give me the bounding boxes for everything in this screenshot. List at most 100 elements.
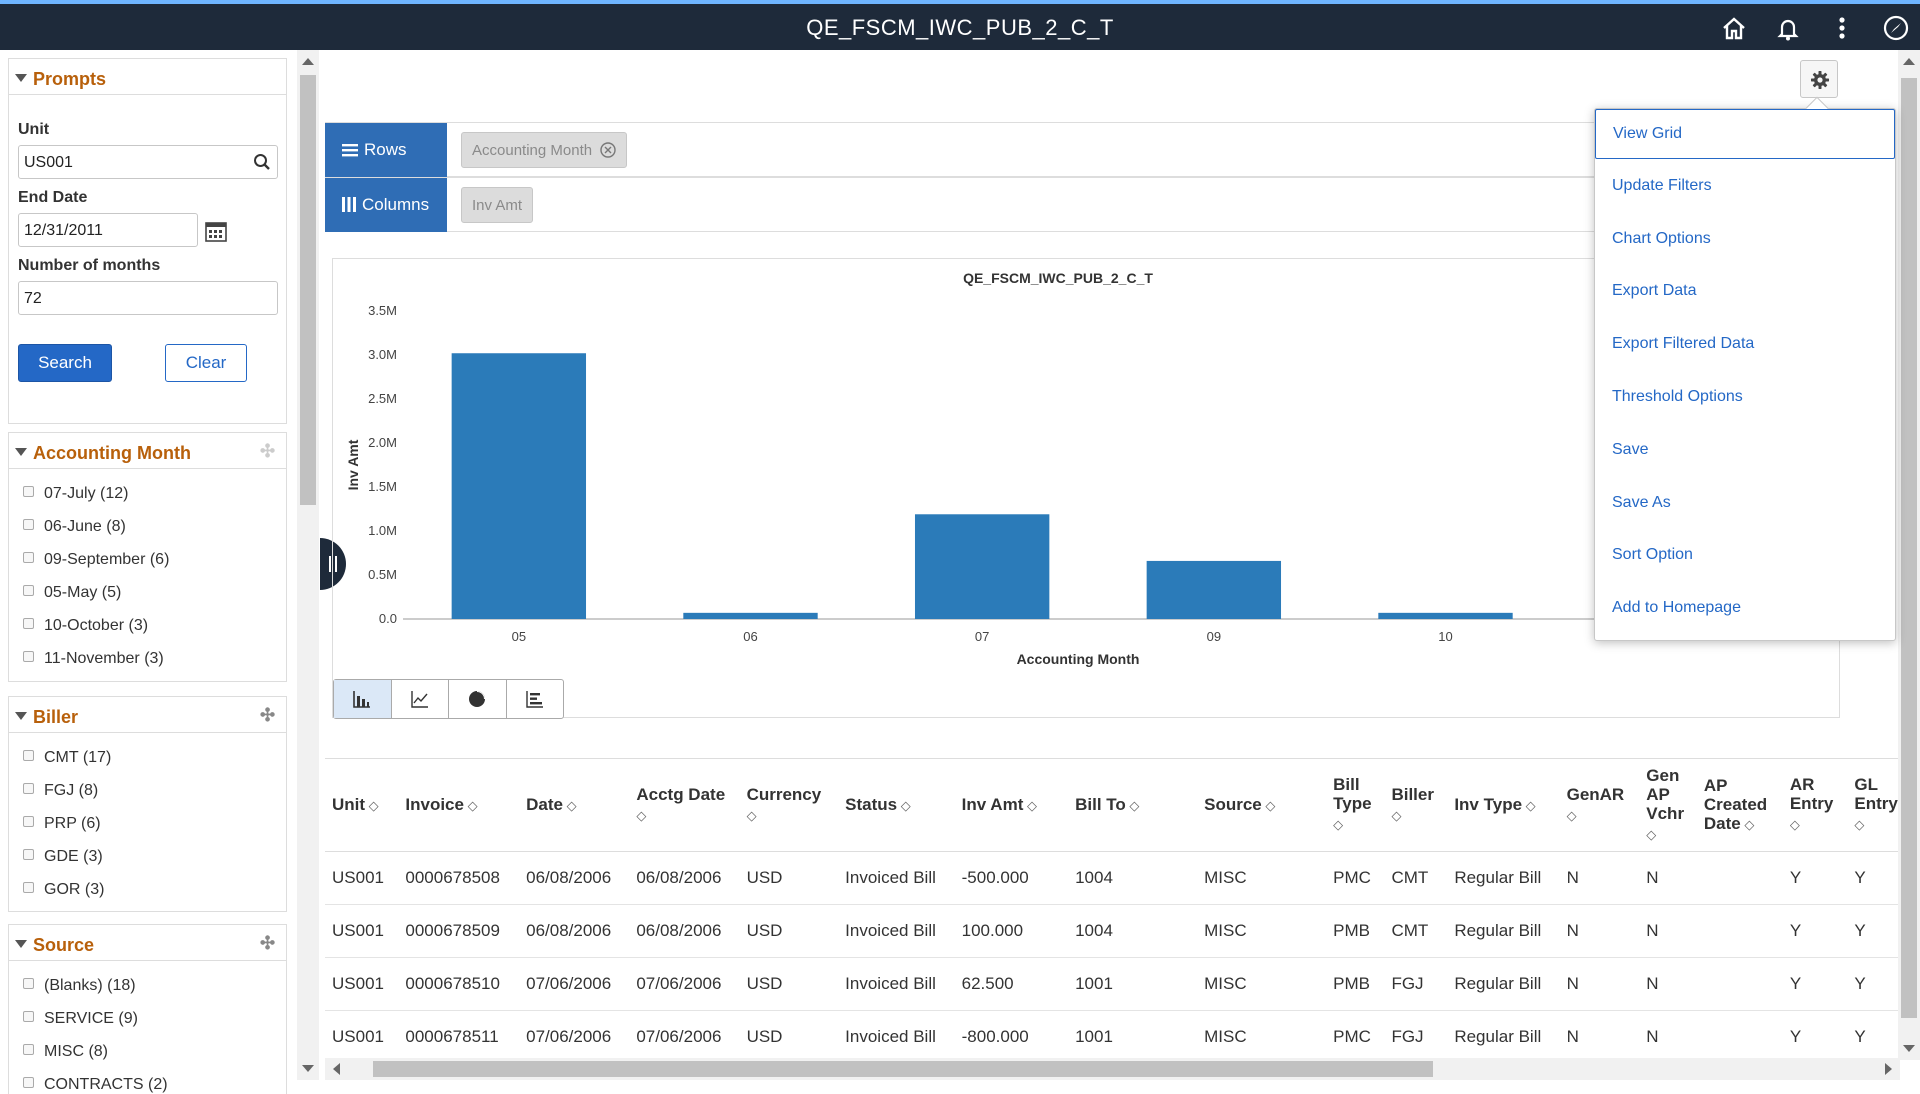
sort-icon[interactable]: ◇ [746,807,757,823]
menu-item-view-grid[interactable]: View Grid [1595,109,1895,159]
sort-icon[interactable]: ◇ [1522,797,1536,813]
facet-item[interactable]: 07-July (12) [23,485,128,503]
search-button[interactable]: Search [18,344,112,382]
scrollbar-thumb[interactable] [1901,78,1917,1018]
menu-item-update-filters[interactable]: Update Filters [1612,177,1712,194]
facet-item[interactable]: GDE (3) [23,848,103,866]
menu-item-save[interactable]: Save [1612,441,1649,458]
table-row[interactable]: US001 0000678508 06/08/2006 06/08/2006 USD In… [325,851,1900,905]
scrollbar-thumb[interactable] [373,1061,1433,1077]
scroll-down-arrow-icon[interactable] [302,1065,314,1072]
checkbox[interactable] [23,750,34,761]
sort-icon[interactable]: ◇ [365,797,379,813]
sort-icon[interactable]: ◇ [1023,797,1037,813]
checkbox[interactable] [23,618,34,629]
column-header[interactable]: GenAR ◇ [1559,759,1640,852]
remove-circle-x-icon[interactable] [600,142,616,162]
menu-item-save-as[interactable]: Save As [1612,494,1671,511]
facet-item[interactable]: SERVICE (9) [23,1010,138,1028]
notifications-bell-icon[interactable] [1774,14,1802,42]
column-header[interactable]: GL Entry ◇ [1847,759,1900,852]
sort-icon[interactable]: ◇ [1854,817,1865,833]
column-header[interactable]: Invoice ◇ [398,759,520,852]
facet-item[interactable]: 05-May (5) [23,584,121,602]
checkbox[interactable] [23,585,34,596]
facet-item[interactable]: PRP (6) [23,815,101,833]
facet-item[interactable]: CMT (17) [23,749,111,767]
facet-item[interactable]: (Blanks) (18) [23,977,136,995]
column-header[interactable]: Currency ◇ [739,759,839,852]
sort-icon[interactable]: ◇ [897,797,911,813]
menu-item-chart-options[interactable]: Chart Options [1612,230,1711,247]
checkbox[interactable] [23,849,34,860]
biller-header[interactable]: Biller ✣ [9,697,286,733]
table-row[interactable]: US001 0000678511 07/06/2006 07/06/2006 USD In… [325,1010,1900,1058]
pie-chart-type-button[interactable] [449,680,507,718]
column-header[interactable]: Bill Type ◇ [1326,759,1385,852]
menu-item-sort-option[interactable]: Sort Option [1612,546,1693,563]
column-header[interactable]: Source ◇ [1197,759,1327,852]
search-icon[interactable] [253,153,271,176]
more-actions-icon[interactable] [1828,14,1856,42]
collapse-triangle-icon[interactable] [15,712,27,720]
facet-item[interactable]: MISC (8) [23,1043,108,1061]
column-header[interactable]: AP Created Date ◇ [1696,759,1783,852]
facet-item[interactable]: 11-November (3) [23,650,164,668]
sort-icon[interactable]: ◇ [463,797,478,813]
navbar-compass-icon[interactable] [1882,14,1910,42]
sort-icon[interactable]: ◇ [1261,797,1276,813]
months-field[interactable]: 72 [18,281,278,315]
line-chart-type-button[interactable] [392,680,449,718]
column-header[interactable]: Status ◇ [838,759,955,852]
checkbox[interactable] [23,486,34,497]
checkbox[interactable] [23,1077,34,1088]
checkbox[interactable] [23,1011,34,1022]
drag-move-icon[interactable]: ✣ [260,441,276,461]
scroll-up-arrow-icon[interactable] [1903,58,1915,65]
column-header[interactable]: Bill To ◇ [1068,759,1198,852]
menu-item-export-data[interactable]: Export Data [1612,282,1697,299]
checkbox[interactable] [23,783,34,794]
sort-icon[interactable]: ◇ [562,797,577,813]
facet-item[interactable]: 10-October (3) [23,617,148,635]
collapse-triangle-icon[interactable] [15,940,27,948]
checkbox[interactable] [23,1044,34,1055]
checkbox[interactable] [23,882,34,893]
sort-icon[interactable]: ◇ [1740,816,1755,832]
column-header[interactable]: Inv Type ◇ [1447,759,1560,852]
sort-icon[interactable]: ◇ [1646,826,1657,842]
checkbox[interactable] [23,816,34,827]
facet-item[interactable]: 06-June (8) [23,518,126,536]
checkbox[interactable] [23,552,34,563]
checkbox[interactable] [23,978,34,989]
menu-item-export-filtered-data[interactable]: Export Filtered Data [1612,335,1755,352]
column-header[interactable]: Biller ◇ [1384,759,1448,852]
sort-icon[interactable]: ◇ [1391,807,1402,823]
drag-move-icon[interactable]: ✣ [260,705,276,725]
calendar-icon[interactable] [204,219,228,248]
column-header[interactable]: AR Entry ◇ [1782,759,1848,852]
inv-amt-chip[interactable]: Inv Amt [461,187,534,223]
chart-settings-button[interactable] [1800,60,1838,98]
scroll-left-arrow-icon[interactable] [333,1063,340,1075]
horizontal-bar-chart-type-button[interactable] [507,680,564,718]
column-header[interactable]: Acctg Date ◇ [629,759,740,852]
facet-item[interactable]: CONTRACTS (2) [23,1076,168,1094]
home-icon[interactable] [1720,14,1748,42]
left-panel-scrollbar[interactable] [297,50,319,1080]
menu-item-threshold-options[interactable]: Threshold Options [1612,388,1743,405]
sort-icon[interactable]: ◇ [636,807,647,823]
table-row[interactable]: US001 0000678510 07/06/2006 07/06/2006 USD In… [325,957,1900,1011]
facet-item[interactable]: GOR (3) [23,881,104,899]
column-header[interactable]: Unit ◇ [325,759,399,852]
scroll-right-arrow-icon[interactable] [1885,1063,1892,1075]
facet-item[interactable]: 09-September (6) [23,551,169,569]
source-header[interactable]: Source ✣ [9,925,286,961]
drag-move-icon[interactable]: ✣ [260,933,276,953]
main-vertical-scrollbar[interactable] [1898,50,1920,1060]
scroll-up-arrow-icon[interactable] [302,58,314,65]
clear-button[interactable]: Clear [165,344,247,382]
unit-field[interactable]: US001 [18,145,278,179]
accounting-month-chip[interactable]: Accounting Month [461,132,628,168]
collapse-triangle-icon[interactable] [15,74,27,82]
